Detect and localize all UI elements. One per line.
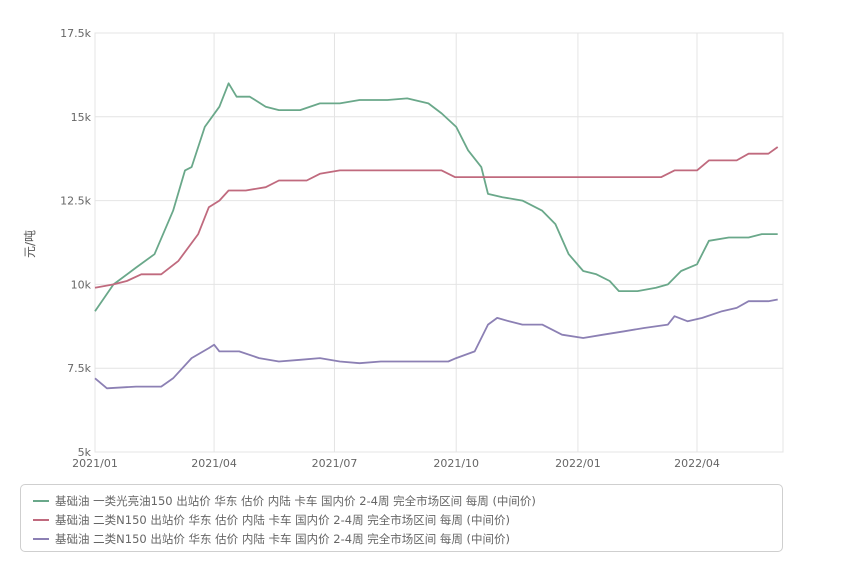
y-axis-ticks: 5k 7.5k 10k 12.5k 15k 17.5k <box>60 27 91 459</box>
series-line-3[interactable] <box>94 298 778 390</box>
grid <box>94 32 784 453</box>
legend-label-1: 基础油 一类光亮油150 出站价 华东 估价 内陆 卡车 国内价 2-4周 完全… <box>55 493 536 508</box>
legend-item-series-3[interactable]: 基础油 二类N150 出站价 华东 估价 内陆 卡车 国内价 2-4周 完全市场… <box>33 529 770 548</box>
y-tick-label: 7.5k <box>67 362 91 375</box>
plot-frame <box>94 32 784 453</box>
legend-item-series-1[interactable]: 基础油 一类光亮油150 出站价 华东 估价 内陆 卡车 国内价 2-4周 完全… <box>33 491 770 510</box>
y-tick-label: 5k <box>78 446 92 459</box>
y-tick-label: 12.5k <box>60 195 91 208</box>
x-tick-label: 2021/10 <box>433 457 479 470</box>
x-tick-label: 2022/01 <box>555 457 601 470</box>
x-tick-label: 2021/07 <box>312 457 358 470</box>
legend: 基础油 一类光亮油150 出站价 华东 估价 内陆 卡车 国内价 2-4周 完全… <box>20 484 783 552</box>
x-tick-label: 2021/04 <box>191 457 237 470</box>
legend-swatch-2 <box>33 518 49 521</box>
y-tick-label: 17.5k <box>60 27 91 40</box>
series-lines <box>94 82 779 390</box>
series-line-1[interactable] <box>94 82 778 312</box>
legend-item-series-2[interactable]: 基础油 二类N150 出站价 华东 估价 内陆 卡车 国内价 2-4周 完全市场… <box>33 510 770 529</box>
x-tick-label: 2022/04 <box>674 457 720 470</box>
y-tick-label: 15k <box>71 111 92 124</box>
series-line-2[interactable] <box>94 146 779 289</box>
y-axis-label: 元/吨 <box>23 230 37 258</box>
legend-swatch-1 <box>33 499 49 502</box>
legend-label-2: 基础油 二类N150 出站价 华东 估价 内陆 卡车 国内价 2-4周 完全市场… <box>55 512 511 527</box>
x-axis-ticks: 2021/01 2021/04 2021/07 2021/10 2022/01 2022/… <box>72 457 720 470</box>
legend-label-3: 基础油 二类N150 出站价 华东 估价 内陆 卡车 国内价 2-4周 完全市场… <box>55 531 511 546</box>
y-tick-label: 10k <box>71 278 92 291</box>
legend-swatch-3 <box>33 537 49 540</box>
x-tick-label: 2021/01 <box>72 457 118 470</box>
